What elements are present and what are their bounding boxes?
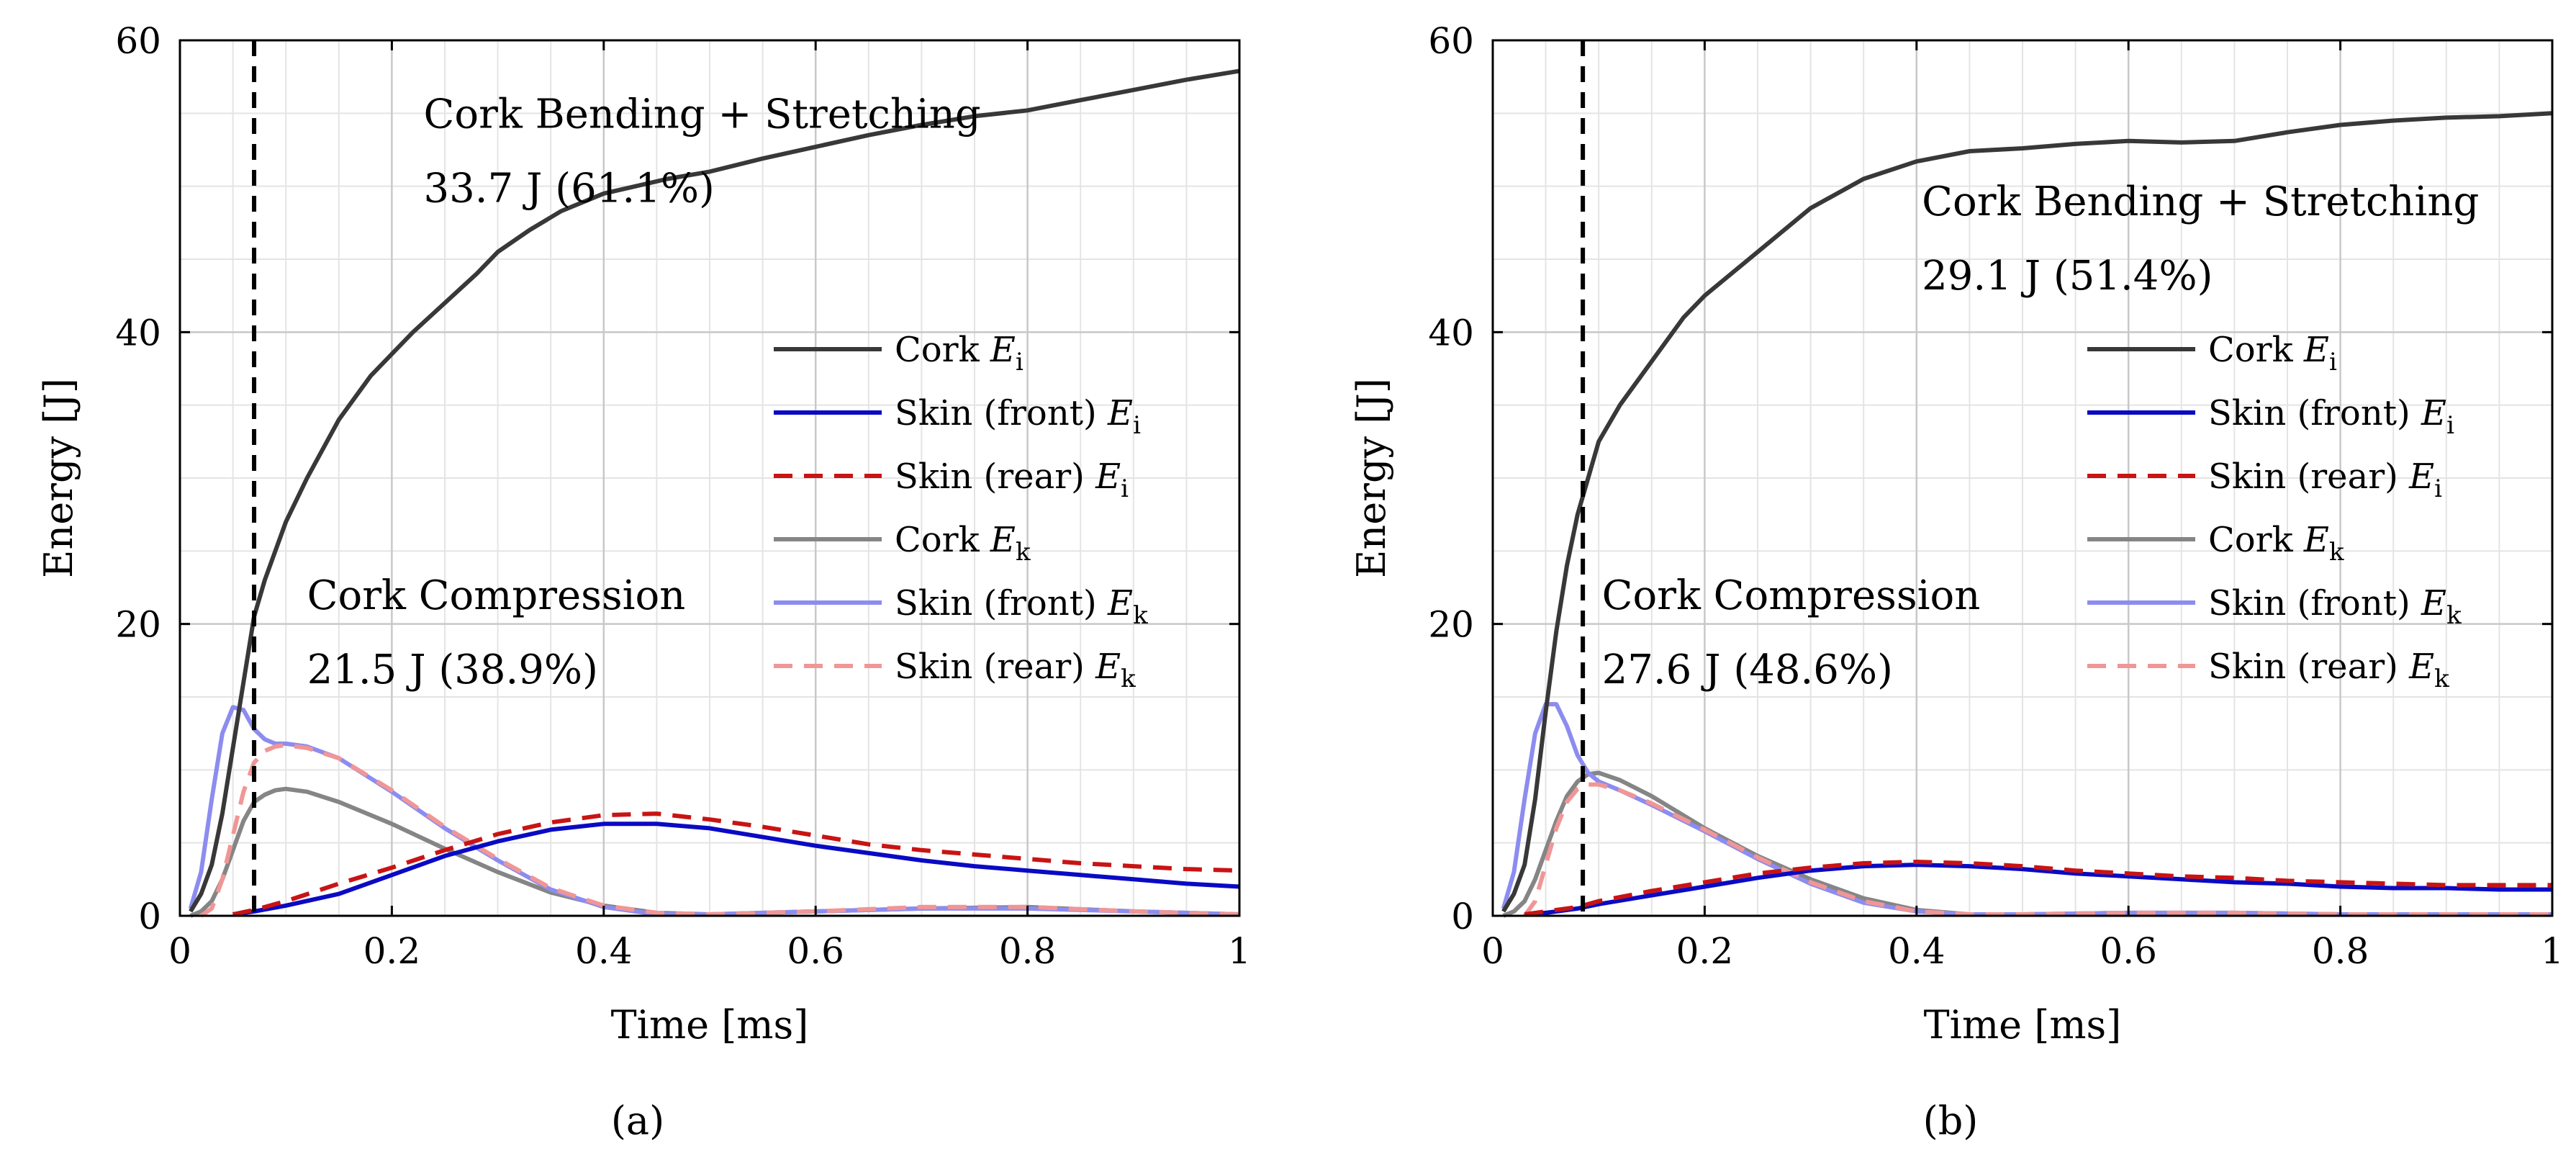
legend-label: Cork Ei	[2208, 330, 2337, 377]
legend-label: Skin (front) Ei	[895, 393, 1141, 440]
x-tick-label: 0.2	[363, 930, 421, 972]
legend-label: Skin (front) Ei	[2208, 393, 2454, 440]
legend-entry: Skin (front) Ei	[774, 393, 1141, 440]
x-tick-label: 0.6	[787, 930, 844, 972]
legend-entry: Skin (rear) Ek	[774, 647, 1136, 693]
legend-entry: Skin (rear) Ek	[2087, 647, 2449, 693]
annotation-value: 29.1 J (51.4%)	[1922, 253, 2213, 300]
legend-label: Cork Ei	[895, 330, 1023, 377]
annotation-value: 27.6 J (48.6%)	[1602, 647, 1893, 693]
annotation-title: Cork Bending + Stretching	[1922, 179, 2479, 225]
legend-label: Skin (rear) Ek	[895, 647, 1136, 693]
legend-label: Skin (rear) Ei	[2208, 456, 2442, 503]
y-tick-label: 60	[1428, 20, 1474, 62]
legend-label: Skin (rear) Ei	[895, 456, 1129, 503]
x-tick-label: 0.2	[1676, 930, 1734, 972]
y-axis-label: Energy [J]	[1349, 378, 1394, 578]
x-tick-label: 1	[2541, 930, 2564, 972]
series-line-skin-front-ei	[1524, 863, 2552, 917]
y-tick-label: 40	[1428, 312, 1474, 354]
y-tick-label: 20	[115, 604, 161, 646]
panel-caption: (b)	[1923, 1098, 1979, 1143]
x-tick-label: 0.4	[575, 930, 633, 972]
legend-label: Skin (rear) Ek	[2208, 647, 2449, 693]
y-tick-label: 0	[138, 896, 161, 937]
legend-label: Skin (front) Ek	[2208, 583, 2462, 630]
y-tick-label: 40	[115, 312, 161, 354]
series-line-skin-front-ek	[188, 705, 1240, 917]
legend-entry: Cork Ei	[774, 330, 1023, 377]
annotation-title: Cork Bending + Stretching	[424, 91, 981, 138]
annotation-compression: Cork Compression 21.5 J (38.9%)	[307, 572, 686, 693]
legend-entry: Skin (rear) Ei	[2087, 456, 2442, 503]
axes-frame	[1491, 39, 2554, 917]
axes-frame	[178, 39, 1241, 917]
annotation-compression: Cork Compression 27.6 J (48.6%)	[1602, 572, 1981, 693]
chart-panel-b: 0 0.2 0.4 0.6 0.8 1 0 20 40 60 Time [ms] Energy [J]…	[1349, 20, 2564, 1143]
annotation-bending-stretching: Cork Bending + Stretching 29.1 J (51.4%)	[1922, 179, 2479, 300]
legend-entry: Cork Ei	[2087, 330, 2337, 377]
legend-entry: Skin (front) Ek	[2087, 583, 2462, 630]
annotation-title: Cork Compression	[1602, 572, 1981, 619]
legend-entry: Skin (rear) Ei	[774, 456, 1129, 503]
annotation-title: Cork Compression	[307, 572, 686, 619]
chart-panel-a: 0 0.2 0.4 0.6 0.8 1 0 20 40 60 Time [ms] Energy [J]…	[36, 20, 1251, 1143]
legend: Cork Ei Skin (front) Ei Skin (rear) Ei Cork…	[2087, 330, 2462, 693]
series-line-cork-ek	[189, 786, 1240, 918]
x-tick-label: 0.8	[2312, 930, 2369, 972]
series-line-cork-ei	[189, 68, 1240, 913]
x-tick-label: 0.4	[1888, 930, 1945, 972]
legend: Cork Ei Skin (front) Ei Skin (rear) Ei Cork…	[774, 330, 1148, 693]
series-line-skin-rear-ek	[199, 742, 1240, 918]
series-line-cork-ei	[1501, 111, 2553, 913]
legend-label: Skin (front) Ek	[895, 583, 1148, 630]
legend-label: Cork Ek	[2208, 520, 2344, 567]
series-line-skin-rear-ei	[232, 811, 1240, 917]
annotation-value: 21.5 J (38.9%)	[307, 647, 598, 693]
y-tick-label: 0	[1451, 896, 1474, 937]
x-tick-label: 0	[168, 930, 191, 972]
x-tick-label: 0.8	[999, 930, 1057, 972]
annotation-value: 33.7 J (61.1%)	[424, 165, 715, 212]
x-tick-label: 0.6	[2100, 930, 2157, 972]
legend-entry: Skin (front) Ek	[774, 583, 1148, 630]
legend-label: Cork Ek	[895, 520, 1031, 567]
panel-caption: (a)	[611, 1098, 664, 1143]
x-tick-label: 0	[1481, 930, 1504, 972]
legend-entry: Cork Ek	[774, 520, 1031, 567]
x-axis-label: Time [ms]	[1924, 1002, 2122, 1048]
y-axis-label: Energy [J]	[36, 378, 81, 578]
legend-entry: Cork Ek	[2087, 520, 2344, 567]
x-tick-label: 1	[1228, 930, 1251, 972]
legend-entry: Skin (front) Ei	[2087, 393, 2454, 440]
x-axis-label: Time [ms]	[611, 1002, 809, 1048]
series-line-skin-front-ei	[232, 821, 1240, 917]
annotation-bending-stretching: Cork Bending + Stretching 33.7 J (61.1%)	[424, 91, 981, 212]
series-line-skin-rear-ei	[1524, 860, 2552, 917]
y-tick-label: 20	[1428, 604, 1474, 646]
y-tick-label: 60	[115, 20, 161, 62]
series-line-skin-rear-ek	[1522, 782, 2552, 917]
